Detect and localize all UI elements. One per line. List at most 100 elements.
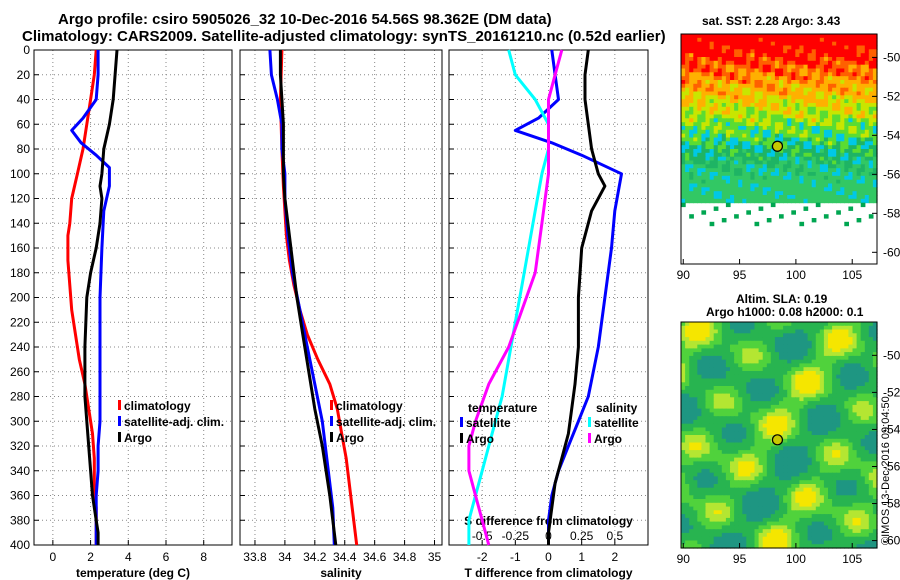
- map-cell: [872, 363, 878, 368]
- map-cell: [758, 145, 764, 150]
- map-cell: [807, 152, 813, 158]
- map-cell: [848, 191, 854, 196]
- map-cell: [779, 57, 784, 62]
- map-cell: [738, 60, 743, 66]
- map-cell: [750, 442, 756, 447]
- map-cell: [848, 83, 854, 89]
- map-cell: [758, 404, 764, 410]
- map-cell: [819, 457, 825, 462]
- map-cell: [717, 416, 723, 421]
- map-cell: [693, 168, 698, 173]
- map-cell: [766, 495, 772, 500]
- map-cell: [791, 491, 796, 496]
- map-cell: [734, 126, 739, 131]
- map-cell: [836, 34, 841, 39]
- map-cell: [864, 37, 870, 43]
- map-cell: [852, 468, 858, 474]
- map-cell: [693, 91, 698, 96]
- map-cell: [697, 480, 702, 485]
- map-cell: [766, 137, 772, 142]
- map-cell: [750, 393, 756, 398]
- map-cell: [766, 126, 772, 131]
- map-cell: [860, 198, 866, 204]
- map-cell: [730, 34, 735, 39]
- map-cell: [840, 149, 845, 154]
- map-cell: [717, 175, 723, 181]
- map-cell: [836, 401, 841, 406]
- map-cell: [693, 141, 698, 146]
- map-cell: [701, 103, 707, 108]
- map-cell: [779, 122, 784, 127]
- map-cell: [758, 401, 764, 406]
- map-cell: [848, 175, 854, 181]
- map-cell: [685, 506, 690, 511]
- map-cell: [852, 122, 858, 127]
- map-cell: [819, 389, 825, 395]
- map-cell: [746, 195, 751, 200]
- map-cell: [852, 175, 858, 181]
- map-cell: [738, 401, 743, 406]
- map-cell: [819, 438, 825, 444]
- sla-map-panel: 90 95 100 105-50-52-54-56-58-60: [677, 321, 900, 566]
- map-cell: [787, 322, 792, 327]
- map-cell: [795, 506, 800, 511]
- map-cell: [738, 87, 743, 93]
- map-cell: [799, 450, 805, 455]
- map-cell: [856, 438, 862, 444]
- map-cell: [852, 329, 858, 334]
- map-cell: [697, 386, 702, 391]
- map-cell: [856, 521, 862, 526]
- map-cell: [693, 484, 698, 489]
- map-cell: [856, 423, 862, 429]
- map-cell: [856, 160, 862, 165]
- map-cell: [856, 386, 862, 391]
- map-cell: [819, 367, 825, 372]
- map-cell: [787, 412, 792, 417]
- map-cell: [709, 491, 715, 496]
- map-cell: [864, 484, 870, 489]
- map-cell: [791, 57, 796, 62]
- map-cell: [742, 322, 747, 327]
- map-cell: [840, 179, 845, 185]
- map-cell: [774, 340, 780, 346]
- map-cell: [868, 502, 874, 508]
- map-cell: [713, 340, 719, 346]
- map-cell: [852, 57, 858, 62]
- map-cell: [730, 152, 735, 158]
- map-cell: [852, 450, 858, 455]
- map-cell: [819, 168, 825, 173]
- map-cell: [738, 183, 743, 188]
- map-cell: [828, 57, 833, 62]
- map-cell: [791, 397, 796, 402]
- map-cell: [868, 57, 874, 62]
- map-cell: [811, 168, 817, 173]
- map-cell: [795, 468, 800, 474]
- map-cell: [750, 517, 756, 523]
- map-cell: [807, 45, 813, 50]
- map-cell: [750, 491, 756, 496]
- map-cell: [844, 431, 849, 436]
- map-cell: [713, 141, 719, 146]
- map-cell: [852, 99, 858, 104]
- map-cell: [717, 431, 723, 436]
- map-cell: [750, 160, 756, 165]
- map-cell: [770, 431, 776, 436]
- map-cell: [770, 60, 776, 66]
- map-cell: [852, 34, 858, 39]
- map-cell: [807, 450, 813, 455]
- map-cell: [770, 472, 776, 478]
- map-cell: [840, 521, 845, 526]
- map-cell: [730, 175, 735, 181]
- map-cell: [693, 103, 698, 108]
- map-cell: [758, 95, 764, 100]
- map-cell: [725, 37, 731, 43]
- map-cell: [705, 76, 711, 81]
- map-cell: [750, 126, 756, 131]
- map-cell: [840, 453, 845, 459]
- map-cell: [819, 179, 825, 185]
- map-cell: [750, 371, 756, 376]
- map-cell: [852, 412, 858, 417]
- map-cell: [864, 427, 870, 432]
- map-cell: [795, 352, 800, 357]
- map-cell: [762, 435, 768, 440]
